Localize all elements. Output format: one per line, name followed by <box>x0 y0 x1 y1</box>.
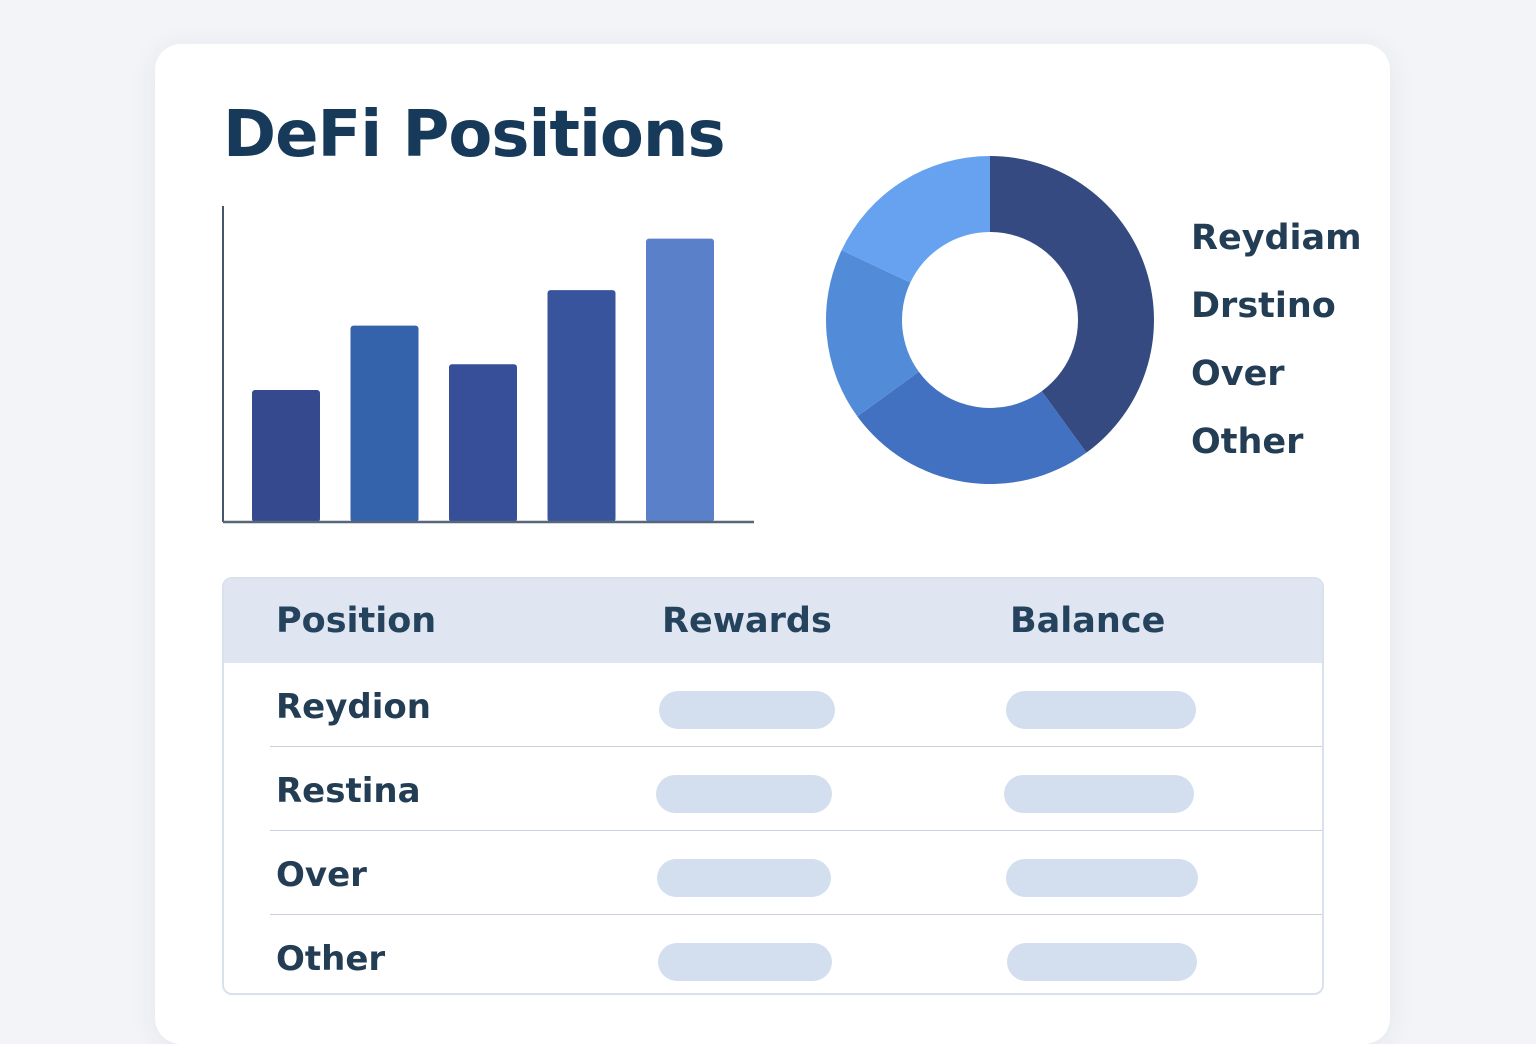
donut-slice <box>857 371 1087 484</box>
bar <box>646 238 714 522</box>
column-header-position[interactable]: Position <box>276 601 437 641</box>
positions-donut-chart <box>826 156 1154 484</box>
legend-item: Reydiam <box>1191 218 1362 258</box>
row-divider <box>270 913 1322 915</box>
page-title: DeFi Positions <box>223 98 726 172</box>
donut-slice <box>990 156 1154 453</box>
position-name: Other <box>276 939 386 979</box>
position-name: Over <box>276 855 367 895</box>
legend-item: Over <box>1191 354 1285 394</box>
column-header-rewards[interactable]: Rewards <box>662 601 832 641</box>
row-divider <box>270 745 1322 747</box>
position-name: Reydion <box>276 687 431 727</box>
donut-slice <box>841 156 990 283</box>
table-row[interactable]: Other <box>224 915 1322 993</box>
bar <box>350 325 419 522</box>
table-row[interactable]: Restina <box>224 747 1322 831</box>
bar <box>252 389 320 522</box>
donut-slice <box>826 250 919 417</box>
position-name: Restina <box>276 771 421 811</box>
positions-table: Position Rewards Balance Reydion Restina… <box>222 577 1324 995</box>
donut-legend: Reydiam Drstino Over Other <box>1191 218 1362 490</box>
table-header: Position Rewards Balance <box>224 579 1322 663</box>
legend-item: Drstino <box>1191 286 1336 326</box>
column-header-balance[interactable]: Balance <box>1010 601 1166 641</box>
bar <box>547 290 616 522</box>
balance-placeholder <box>1006 859 1198 897</box>
table-row[interactable]: Reydion <box>224 663 1322 747</box>
balance-placeholder <box>1004 775 1194 813</box>
rewards-placeholder <box>657 859 831 897</box>
rewards-placeholder <box>656 775 832 813</box>
balance-placeholder <box>1006 691 1196 729</box>
legend-item: Other <box>1191 422 1304 462</box>
positions-bar-chart <box>222 206 754 524</box>
bar <box>449 364 517 522</box>
row-divider <box>270 829 1322 831</box>
balance-placeholder <box>1007 943 1197 981</box>
rewards-placeholder <box>658 943 832 981</box>
table-row[interactable]: Over <box>224 831 1322 915</box>
rewards-placeholder <box>659 691 835 729</box>
